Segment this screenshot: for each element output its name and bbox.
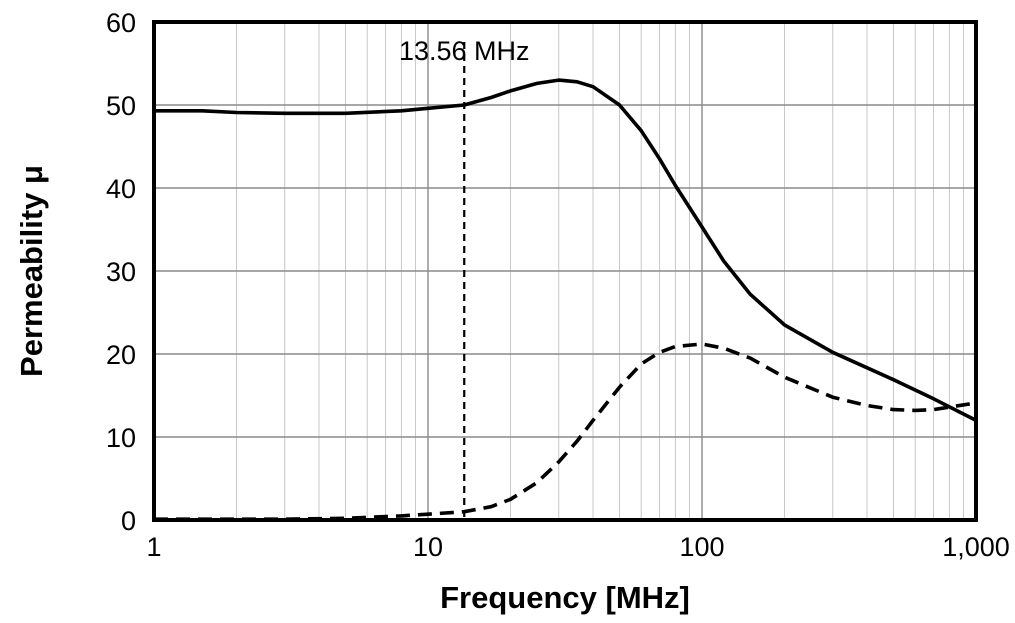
tick-labels: 1 10 100 1,000 0 10 20 30 40 50 60 bbox=[106, 8, 1010, 562]
y-tick-label: 60 bbox=[106, 8, 136, 38]
y-axis-label: Permeability μ bbox=[14, 165, 49, 377]
y-tick-label: 30 bbox=[106, 257, 136, 287]
y-tick-label: 20 bbox=[106, 340, 136, 370]
x-tick-label: 100 bbox=[679, 532, 724, 562]
plot-frame bbox=[152, 20, 978, 522]
x-tick-label: 1 bbox=[146, 532, 161, 562]
series-line-1-solid bbox=[152, 78, 978, 423]
x-axis-label: Frequency [MHz] bbox=[440, 580, 690, 615]
y-tick-label: 10 bbox=[106, 423, 136, 453]
x-tick-label: 1,000 bbox=[942, 532, 1010, 562]
annotation-label: 13.56 MHz bbox=[399, 36, 530, 66]
y-tick-label: 50 bbox=[106, 91, 136, 121]
series-group bbox=[152, 78, 978, 522]
x-tick-label: 10 bbox=[413, 532, 443, 562]
y-tick-label: 40 bbox=[106, 174, 136, 204]
grid-lines bbox=[153, 21, 977, 521]
series-line-2-dashed bbox=[154, 342, 977, 522]
y-tick-label: 0 bbox=[121, 506, 136, 536]
annotation-group: 13.56 MHz bbox=[399, 36, 530, 520]
